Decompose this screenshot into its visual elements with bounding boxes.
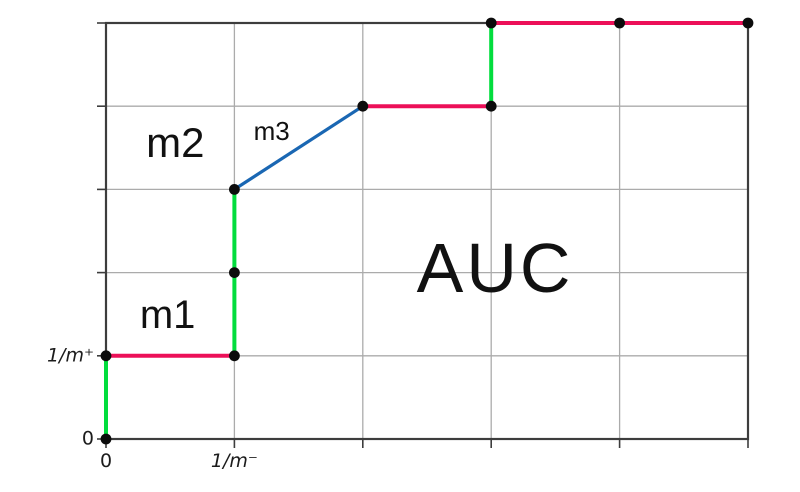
plot-frame <box>104 21 750 441</box>
data-point <box>229 350 240 362</box>
data-point <box>485 100 497 112</box>
data-point <box>485 17 497 29</box>
data-point <box>100 433 112 445</box>
data-point <box>357 100 369 112</box>
data-point <box>742 17 754 29</box>
data-point <box>100 350 112 362</box>
curve-segment-diagonal <box>233 104 364 191</box>
data-point <box>229 184 240 195</box>
data-point <box>614 17 625 29</box>
data-point <box>229 267 240 278</box>
